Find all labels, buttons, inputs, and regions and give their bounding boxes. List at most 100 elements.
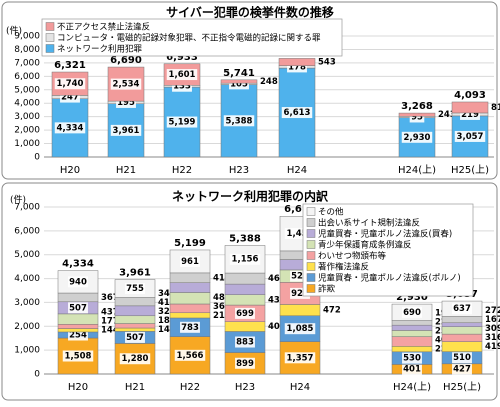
bar-segment [391,346,433,353]
value-label: 883 [236,338,254,348]
bar-segment [279,304,321,316]
value-label: 2,930 [404,133,431,143]
value-label: 243 [438,110,456,120]
x-tick-label: H23 [235,382,255,393]
value-label: 419 [485,342,500,352]
bar-segment [391,320,433,326]
legend-label: 青少年保護育成条例違反 [318,240,412,251]
label-box [229,78,249,90]
bar-segment [224,272,266,285]
label-box [119,353,151,365]
label-box [290,270,310,282]
value-label: 940 [69,277,87,287]
value-label: 178 [288,62,306,72]
value-label: 543 [318,58,336,68]
label-box [284,352,316,364]
legend-label: 出会い系サイト規制法違反 [318,218,420,229]
label-box [223,115,255,127]
bar-segment [57,328,99,333]
legend-swatch [306,284,316,293]
chart-title: ネットワーク利用犯罪の内訳 [172,189,329,204]
value-label: 401 [403,365,421,375]
bar-segment [114,323,156,329]
bar-segment [441,333,483,342]
value-label: 637 [453,304,471,314]
legend-label: その他 [318,207,344,218]
y-tick-label: 6,000 [14,72,40,82]
legend-label: 児童買春・児童ポルノ法違反(買春) [318,229,452,240]
value-label: 472 [323,306,341,316]
label-box [125,283,145,295]
label-box [166,116,198,128]
bar-segment [441,326,483,335]
label-box [174,349,206,361]
y-tick-label: 5,000 [14,250,40,260]
bar-segment [114,305,156,317]
value-label: 690 [403,308,421,318]
value-label: 1,601 [169,70,196,80]
legend-box [302,203,474,297]
label-box [110,124,142,136]
bar-segment [391,330,433,337]
value-label: 2,534 [113,80,140,90]
label-box [460,108,480,120]
value-label: 188 [158,316,176,326]
label-box [116,96,136,108]
legend-swatch [306,229,316,238]
label-box [281,107,313,119]
value-label: 95 [411,112,423,122]
label-box [68,329,88,341]
value-label: 1,280 [122,354,149,364]
x-tick-label: H20 [68,382,88,393]
value-label: 248 [260,77,278,87]
chart-title: サイバー犯罪の検挙件数の推移 [166,5,334,20]
x-tick-label: H21 [116,165,136,176]
total-label: 6,690 [110,55,142,66]
label-box [284,228,316,240]
label-box [60,91,80,103]
value-label: 507 [126,333,144,343]
value-label: 3,961 [113,126,140,136]
value-label: 412 [213,273,231,283]
y-tick-label: 3,000 [14,112,40,122]
total-label: 3,961 [119,268,151,279]
value-label: 899 [236,359,254,369]
value-label: 434 [268,295,286,305]
x-tick-label: H23 [229,165,249,176]
bar-segment [451,101,489,114]
value-label: 464 [268,274,286,284]
label-box [180,321,200,333]
value-label: 368 [213,302,231,312]
label-box [284,323,316,335]
y-tick-label: 9,000 [14,32,40,42]
value-label: 326 [158,307,176,317]
legend-label: 著作権法違反 [318,262,369,273]
bar-segment [57,292,99,303]
bar-segment [114,297,156,307]
label-box [290,287,310,299]
label-box [401,131,433,143]
bar-segment [278,58,316,66]
value-label: 510 [453,353,471,363]
legend-swatch [306,251,316,260]
bar-segment [114,315,156,324]
y-tick-label: 4,000 [14,274,40,284]
x-tick-label: H20 [60,165,80,176]
value-label: 309 [485,324,500,334]
value-label: 817 [491,103,500,113]
label-box [452,303,472,315]
total-label: 6,613 [284,204,316,215]
value-label: 1,508 [65,352,92,362]
legend-swatch [306,207,316,216]
label-box [235,307,255,319]
x-tick-label: H21 [125,382,145,393]
value-label: 409 [268,322,286,332]
value-label: 5,199 [169,118,196,128]
bar-segment [169,292,211,305]
y-tick-label: 0 [34,370,40,380]
value-label: 1,566 [177,351,204,361]
x-tick-label: H25(上) [443,381,481,393]
value-label: 195 [117,98,135,108]
total-label: 4,093 [454,90,486,101]
